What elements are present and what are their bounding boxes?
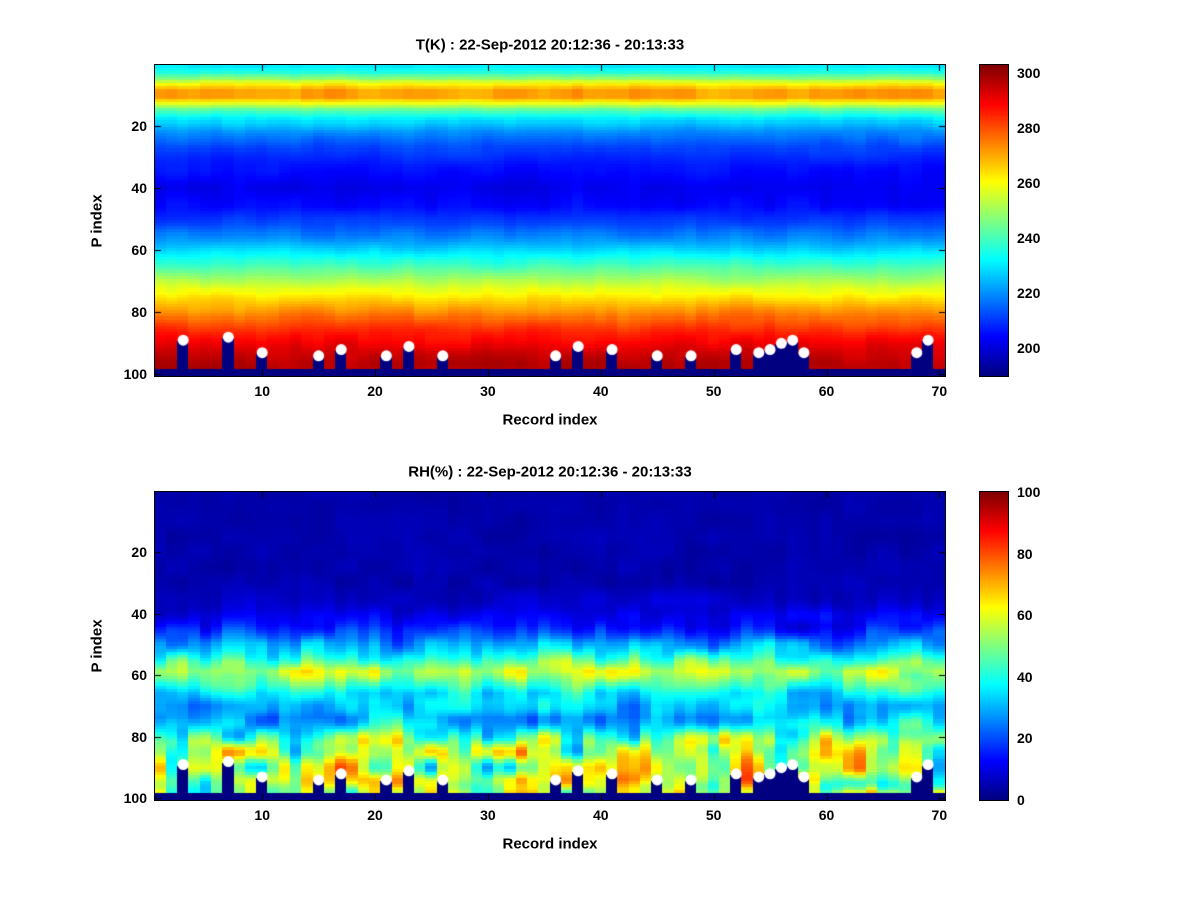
y-tick-label: 20 (131, 544, 147, 561)
x-tick-label: 30 (480, 383, 496, 399)
x-tick-label: 70 (931, 383, 948, 399)
x-tick-label: 50 (705, 383, 722, 399)
colorbar-tick-label: 220 (1017, 285, 1041, 302)
temperature-heatmap-canvas (154, 64, 946, 377)
x-tick-label: 70 (931, 807, 948, 823)
x-tick-label: 10 (254, 383, 270, 399)
x-tick-label: 30 (480, 807, 496, 823)
y-tick-label: 80 (131, 304, 147, 321)
colorbar-tick-label: 40 (1017, 668, 1033, 685)
y-tick-label: 40 (131, 179, 147, 196)
colorbar-tick-label: 100 (1017, 484, 1041, 500)
colorbar-tick-label: 240 (1017, 230, 1041, 247)
x-tick-label: 40 (592, 807, 609, 823)
colorbar-tick-label: 260 (1017, 175, 1041, 192)
humidity-plot-title: RH(%) : 22-Sep-2012 20:12:36 - 20:13:33 (408, 463, 692, 481)
colorbar-tick-label: 60 (1017, 607, 1033, 624)
x-tick-label: 60 (818, 807, 835, 823)
y-tick-label: 60 (131, 667, 147, 684)
y-tick-label: 80 (131, 728, 147, 745)
x-tick-label: 40 (592, 383, 609, 399)
y-tick-label: 20 (131, 117, 147, 134)
x-tick-label: 50 (705, 807, 722, 823)
colorbar-tick-label: 200 (1017, 340, 1041, 357)
humidity-plot-ylabel: P index (88, 619, 106, 673)
y-tick-label: 40 (131, 605, 147, 622)
colorbar-tick-label: 0 (1017, 792, 1025, 808)
temperature-plot-title: T(K) : 22-Sep-2012 20:12:36 - 20:13:33 (415, 36, 685, 54)
colorbar-tick-label: 80 (1017, 545, 1033, 562)
colorbar-tick-label: 20 (1017, 730, 1033, 747)
temperature-plot-ylabel: P index (88, 193, 106, 248)
colorbar-tick-label: 300 (1017, 65, 1041, 82)
y-tick-label: 100 (123, 366, 147, 383)
temperature-plot-xlabel: Record index (502, 411, 598, 429)
humidity-colorbar-canvas (979, 491, 1009, 801)
y-tick-label: 100 (123, 790, 147, 807)
colorbar-tick-label: 280 (1017, 120, 1041, 137)
temperature-colorbar-canvas (979, 64, 1009, 377)
x-tick-label: 20 (367, 383, 383, 399)
humidity-heatmap-canvas (154, 491, 946, 801)
x-tick-label: 20 (367, 807, 383, 823)
y-tick-label: 60 (131, 242, 147, 259)
humidity-plot-xlabel: Record index (502, 835, 598, 853)
x-tick-label: 60 (818, 383, 835, 399)
x-tick-label: 10 (254, 807, 270, 823)
